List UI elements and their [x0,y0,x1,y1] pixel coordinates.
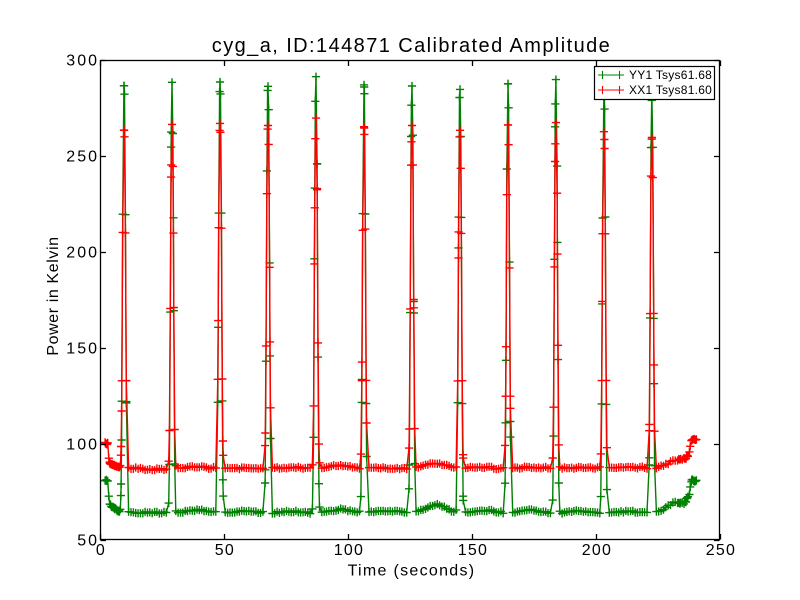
svg-text:100: 100 [66,437,99,454]
svg-text:50: 50 [77,533,99,550]
svg-text:50: 50 [215,542,235,559]
svg-text:YY1 Tsys61.68: YY1 Tsys61.68 [629,68,712,82]
svg-text:100: 100 [334,542,364,559]
svg-text:0: 0 [96,542,106,559]
svg-text:cyg_a, ID:144871 Calibrated Am: cyg_a, ID:144871 Calibrated Amplitude [212,35,611,57]
svg-text:150: 150 [458,542,488,559]
svg-text:Power in Kelvin: Power in Kelvin [45,236,62,355]
svg-text:200: 200 [66,245,99,262]
svg-text:250: 250 [66,149,99,166]
svg-text:250: 250 [706,542,736,559]
svg-text:200: 200 [582,542,612,559]
svg-text:300: 300 [66,53,99,70]
svg-text:150: 150 [66,341,99,358]
svg-text:Time (seconds): Time (seconds) [348,563,476,580]
svg-text:XX1 Tsys81.60: XX1 Tsys81.60 [629,83,712,97]
